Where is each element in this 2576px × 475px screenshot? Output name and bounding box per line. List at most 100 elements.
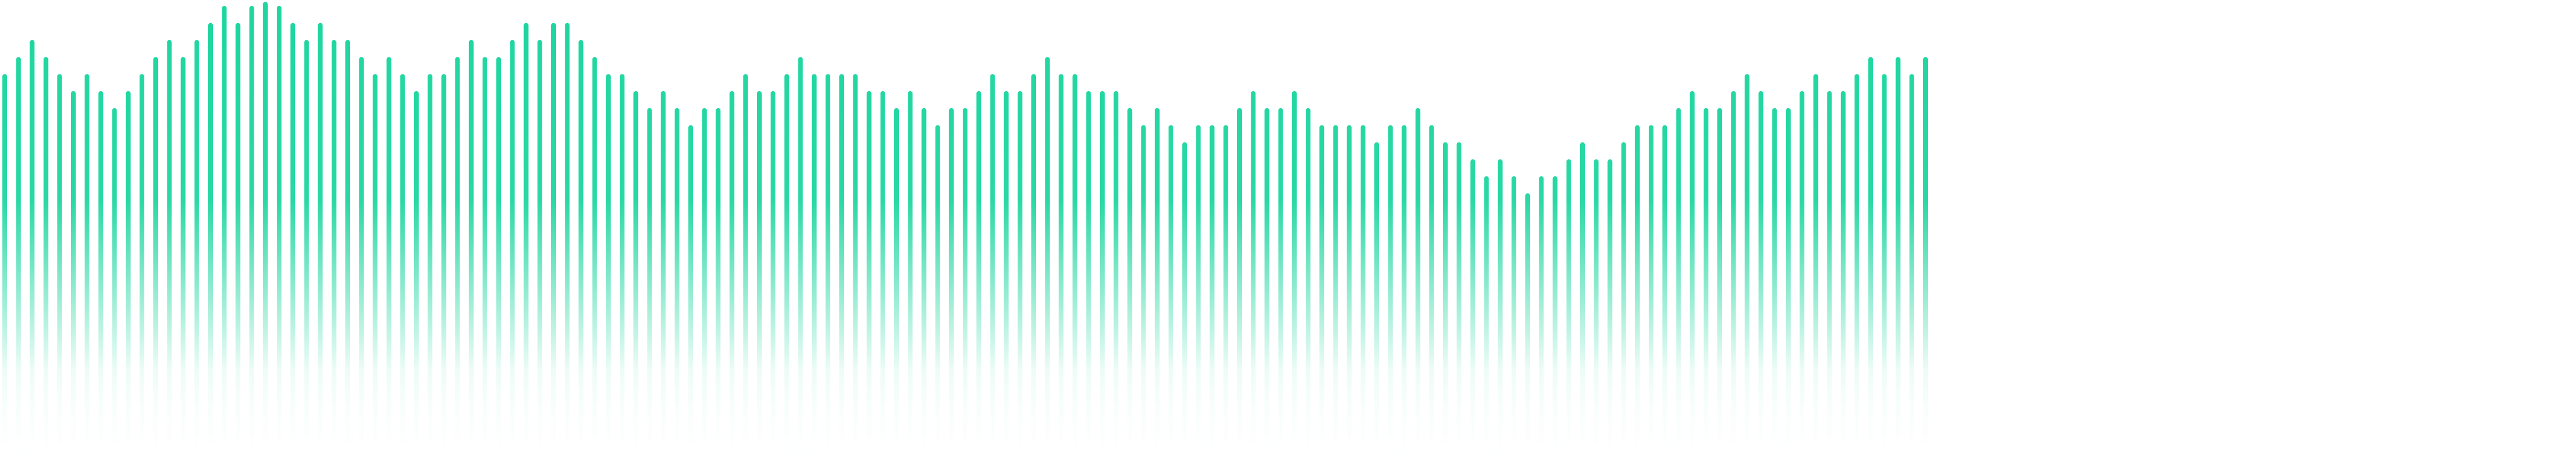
waveform-bar	[1539, 176, 1544, 475]
waveform-bar	[1745, 74, 1750, 475]
waveform-bar	[1800, 91, 1805, 475]
waveform-bar	[345, 40, 350, 475]
waveform-bar	[112, 108, 117, 475]
waveform-bar	[1169, 125, 1173, 475]
waveform-bar	[496, 57, 501, 475]
waveform-bar	[1594, 159, 1599, 475]
waveform-bar	[1786, 108, 1791, 475]
waveform-bar	[167, 40, 172, 475]
waveform-bar	[798, 57, 803, 475]
waveform-bar	[1374, 142, 1379, 475]
waveform-bar	[1443, 142, 1448, 475]
waveform-bar	[125, 91, 131, 475]
waveform-bar	[235, 22, 241, 475]
waveform-bar	[537, 40, 542, 475]
waveform-bar	[1319, 125, 1325, 475]
waveform-bar	[578, 40, 584, 475]
waveform-bar	[674, 108, 679, 475]
waveform-bar	[1512, 176, 1516, 475]
waveform-bar	[441, 74, 446, 475]
waveform-bar	[483, 57, 487, 475]
waveform-bar	[1360, 125, 1365, 475]
waveform-bar	[921, 108, 927, 475]
waveform-bar	[1868, 57, 1873, 475]
waveform-bar	[1909, 74, 1914, 475]
waveform-bar	[620, 74, 624, 475]
waveform-bar	[277, 6, 281, 475]
waveform-bar	[1717, 108, 1722, 475]
waveform-bar	[1827, 91, 1832, 475]
waveform-bar	[249, 6, 254, 475]
waveform-bar	[1525, 193, 1530, 475]
waveform-bar	[1402, 125, 1407, 475]
waveform-bar	[194, 40, 199, 475]
waveform-bar	[908, 91, 913, 475]
waveform-bar	[359, 57, 364, 475]
waveform-bar	[1772, 108, 1777, 475]
waveform-bar	[510, 40, 515, 475]
waveform-bar	[30, 40, 35, 475]
waveform-bar	[414, 91, 419, 475]
waveform-bar	[565, 22, 570, 475]
waveform-bar	[935, 125, 940, 475]
waveform-bar	[2, 74, 7, 475]
waveform-bar	[1923, 57, 1928, 475]
waveform-bar	[208, 22, 213, 475]
waveform-bar	[140, 74, 144, 475]
waveform-bar	[318, 22, 323, 475]
waveform-bar	[1621, 142, 1626, 475]
waveform-bar	[1017, 91, 1022, 475]
waveform-bar	[1251, 91, 1256, 475]
waveform-bar	[976, 91, 982, 475]
waveform-bar	[784, 74, 789, 475]
waveform-bar	[949, 108, 954, 475]
waveform-bars	[2, 2, 1928, 475]
waveform-bar	[1086, 91, 1091, 475]
waveform-bar	[1731, 91, 1736, 475]
waveform-bar	[1484, 176, 1489, 475]
waveform-bar	[1154, 108, 1160, 475]
waveform-bar	[468, 40, 474, 475]
waveform-bar	[153, 57, 158, 475]
waveform-bar	[1196, 125, 1201, 475]
waveform-bar	[702, 108, 707, 475]
waveform-bar	[1840, 91, 1846, 475]
waveform-bar	[1415, 108, 1420, 475]
waveform-bar	[1470, 159, 1475, 475]
waveform-bar	[853, 74, 858, 475]
waveform-bar	[1045, 57, 1050, 475]
waveform-bar	[1347, 125, 1352, 475]
waveform-bar	[400, 74, 405, 475]
waveform-bar	[43, 57, 48, 475]
waveform-bar	[1662, 125, 1668, 475]
waveform-bar	[222, 6, 227, 475]
waveform-bar	[1703, 108, 1708, 475]
waveform-bar	[1114, 91, 1119, 475]
waveform-bar	[729, 91, 734, 475]
waveform-bar	[1264, 108, 1270, 475]
waveform-bar	[1429, 125, 1434, 475]
waveform-bar	[647, 108, 652, 475]
waveform-bar	[1882, 74, 1887, 475]
waveform-bar	[85, 74, 90, 475]
waveform-bar	[880, 91, 885, 475]
waveform-bar	[606, 74, 611, 475]
waveform-bar	[1127, 108, 1132, 475]
waveform-bar	[1388, 125, 1393, 475]
waveform-bar	[1649, 125, 1653, 475]
waveform-bar	[551, 22, 556, 475]
waveform-bar	[661, 91, 666, 475]
waveform-bar	[1676, 108, 1681, 475]
waveform-bar	[1758, 91, 1763, 475]
waveform-bar	[771, 91, 776, 475]
waveform-bar	[811, 74, 817, 475]
waveform-bar	[1855, 74, 1859, 475]
waveform-bar	[98, 91, 103, 475]
waveform-bar	[1072, 74, 1077, 475]
waveform-bar	[1566, 159, 1571, 475]
waveform-bar	[757, 91, 762, 475]
waveform-bar	[826, 74, 830, 475]
waveform-bar	[304, 40, 309, 475]
waveform-bar	[57, 74, 62, 475]
